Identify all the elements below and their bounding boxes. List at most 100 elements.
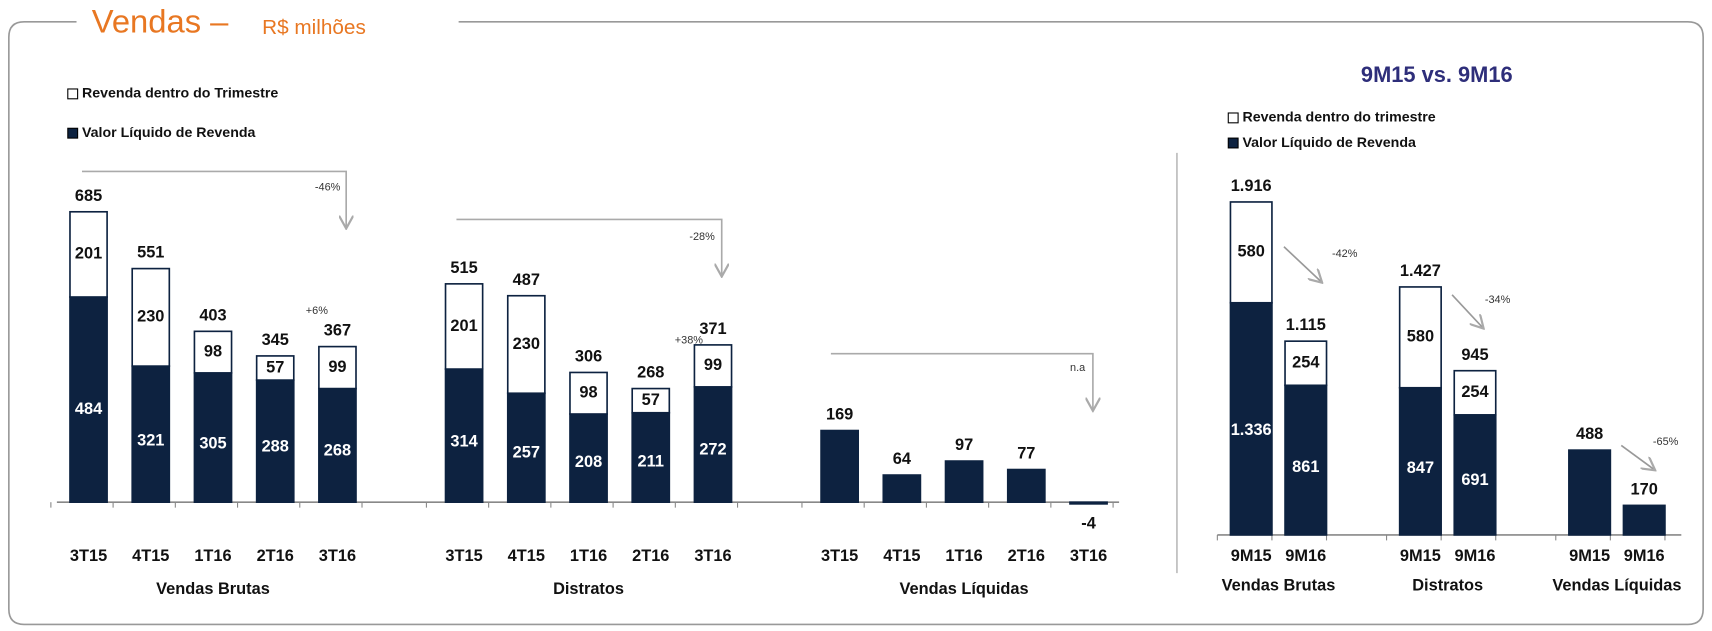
bar-segment — [131, 365, 171, 503]
change-label: -34% — [1485, 294, 1511, 306]
total-label: 367 — [324, 322, 351, 340]
group-label: Distratos — [553, 580, 624, 598]
x-tick-label: 9M16 — [1285, 547, 1326, 565]
bar-segment — [820, 429, 860, 503]
data-label: 580 — [1238, 243, 1265, 261]
group-label: Distratos — [1412, 577, 1483, 595]
data-label: 580 — [1407, 328, 1434, 346]
change-arrow — [456, 218, 721, 275]
change-arrow — [830, 352, 1093, 410]
legend-swatch — [1227, 137, 1239, 149]
x-tick-label: 2T16 — [257, 547, 294, 565]
total-label: 551 — [137, 244, 164, 262]
total-label: 945 — [1461, 346, 1488, 364]
bar-segment — [318, 345, 357, 390]
data-label: 64 — [893, 450, 912, 468]
change-label: -28% — [689, 231, 715, 243]
group-label: Vendas Líquidas — [900, 580, 1029, 598]
bar-segment — [569, 413, 608, 503]
total-label: 268 — [637, 364, 664, 382]
bar-segment — [255, 355, 295, 381]
data-label: 201 — [450, 317, 477, 335]
x-tick-label: 4T15 — [508, 547, 545, 565]
bar-segment — [131, 267, 171, 367]
data-label: -4 — [1081, 514, 1096, 532]
x-tick-label: 3T16 — [1070, 547, 1107, 565]
x-tick-label: 1T16 — [194, 547, 231, 565]
data-label: 201 — [75, 245, 102, 263]
bar-segment — [693, 344, 733, 388]
legend-swatch — [67, 127, 79, 139]
bar-segment — [1006, 468, 1046, 503]
total-label: 371 — [699, 320, 726, 338]
bar-segment — [944, 460, 984, 503]
data-label: 57 — [642, 391, 660, 409]
change-arrow — [1620, 444, 1654, 469]
bar-segment — [882, 474, 922, 503]
data-label: 208 — [575, 453, 602, 471]
data-label: 847 — [1407, 459, 1434, 477]
bar-segment — [1229, 201, 1273, 304]
x-tick-label: 3T15 — [445, 547, 482, 565]
group-label: Vendas Líquidas — [1552, 577, 1681, 595]
data-label: 230 — [137, 308, 164, 326]
change-label: -46% — [315, 182, 341, 194]
x-tick-label: 9M15 — [1400, 547, 1441, 565]
bar-segment — [1568, 449, 1612, 536]
change-label: -65% — [1653, 436, 1679, 448]
total-label: 1.115 — [1286, 316, 1326, 334]
total-label: 515 — [450, 259, 477, 277]
change-arrow — [81, 170, 346, 227]
legend-label: Revenda dentro do trimestre — [1242, 110, 1435, 126]
bar-segment — [1398, 286, 1442, 389]
x-tick-label: 3T16 — [319, 547, 356, 565]
data-label: 268 — [324, 441, 351, 459]
bar-segment — [506, 294, 546, 395]
bar-segment — [69, 210, 108, 298]
x-tick-label: 4T15 — [883, 547, 920, 565]
data-label: 288 — [262, 438, 289, 456]
data-label: 170 — [1631, 480, 1658, 498]
x-tick-label: 9M15 — [1569, 547, 1610, 565]
data-label: 99 — [328, 358, 346, 376]
total-label: 685 — [75, 187, 102, 205]
group-label: Vendas Brutas — [156, 580, 270, 598]
data-label: 230 — [513, 335, 540, 353]
bar-segment — [69, 296, 108, 503]
data-label: 488 — [1576, 425, 1603, 443]
data-label: 861 — [1292, 458, 1319, 476]
bar-segment — [444, 283, 484, 370]
x-tick-label: 9M15 — [1231, 547, 1272, 565]
chart-title: 9M15 vs. 9M16 — [1361, 62, 1513, 87]
data-label: 254 — [1292, 354, 1320, 372]
total-label: 306 — [575, 348, 602, 366]
legend-swatch — [1227, 112, 1239, 124]
bar-segment — [506, 392, 546, 503]
data-label: 321 — [137, 431, 164, 449]
total-label: 1.916 — [1231, 177, 1272, 195]
data-label: 691 — [1461, 471, 1488, 489]
bar-segment — [1453, 369, 1497, 416]
data-label: 98 — [579, 384, 597, 402]
data-label: 77 — [1017, 445, 1035, 463]
bar-segment — [569, 371, 608, 415]
last-change-label: +38% — [675, 334, 704, 346]
legend-label: Valor Líquido de Revenda — [1242, 135, 1416, 151]
x-tick-label: 1T16 — [945, 547, 982, 565]
total-label: 487 — [513, 271, 540, 289]
legend-label: Valor Líquido de Revenda — [82, 125, 256, 141]
data-label: 211 — [638, 452, 664, 470]
data-label: 99 — [704, 356, 722, 374]
bar-segment — [693, 386, 733, 503]
data-label: 57 — [266, 358, 284, 376]
data-label: 257 — [513, 443, 540, 461]
bar-segment — [1284, 384, 1328, 536]
x-tick-label: 9M16 — [1624, 547, 1665, 565]
x-tick-label: 3T16 — [694, 547, 731, 565]
bar-segment — [1622, 504, 1666, 536]
x-tick-label: 3T15 — [70, 547, 107, 565]
total-label: 345 — [262, 331, 289, 349]
data-label: 272 — [699, 441, 726, 459]
bar-segment — [1284, 340, 1328, 387]
legend-swatch — [67, 88, 79, 100]
